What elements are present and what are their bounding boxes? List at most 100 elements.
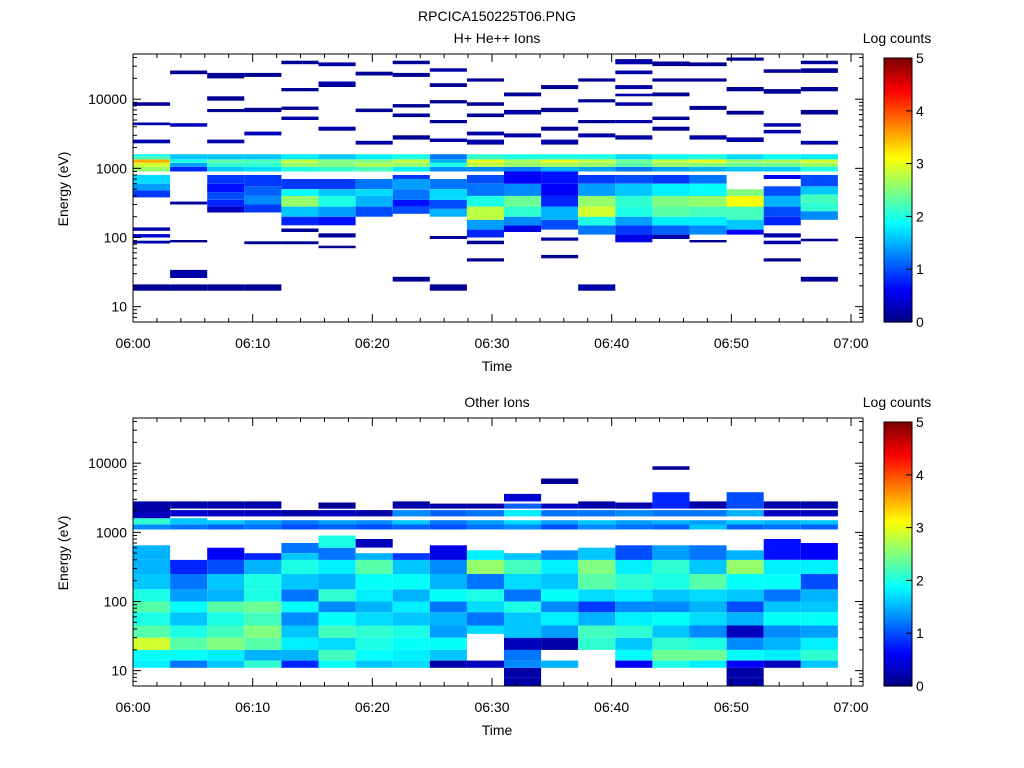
heatmap-cell [133,574,171,590]
heatmap-cell [133,518,171,525]
colorbar-band [884,684,912,687]
heatmap-cell [207,109,245,113]
colorbar-tick-label: 0 [916,678,924,694]
colorbar-band [884,592,912,595]
heatmap-cell [355,539,393,548]
heatmap-cell [689,625,727,638]
heatmap-cell [652,154,690,160]
heatmap-cell [207,520,245,525]
colorbar-frame [883,421,913,687]
x-axis-label: Time [482,358,513,374]
heatmap-cell [615,574,653,590]
heatmap-cell [170,589,208,602]
heatmap-cell [207,625,245,638]
heatmap-cell [133,649,171,661]
heatmap-cell [800,238,838,242]
heatmap-cell [207,139,245,144]
heatmap-cell [281,649,319,661]
heatmap-cell [726,601,764,613]
heatmap-cell [133,175,171,184]
heatmap-cell [392,589,430,602]
heatmap-cell [244,589,282,602]
heatmap-cell [392,175,430,179]
heatmap-cell [392,276,430,282]
heatmap-cell [355,612,393,626]
colorbar-band [884,80,912,83]
heatmap-cell [318,126,356,131]
heatmap-cell [281,553,319,560]
colorbar-band [884,186,912,189]
heatmap-cell [578,510,616,517]
heatmap-cell [763,637,801,650]
heatmap-cell [652,206,690,217]
colorbar-band [884,590,912,593]
colorbar-band [884,314,912,317]
heatmap-cell [429,159,467,163]
colorbar-band [884,436,912,439]
heatmap-cell [504,574,542,590]
colorbar-band [884,160,912,163]
heatmap-cell [541,159,579,163]
heatmap-cell [578,637,616,650]
colorbar-band [884,64,912,67]
colorbar-band [884,212,912,215]
heatmap-cell [392,625,430,638]
heatmap-cell [578,195,616,207]
colorbar-band [884,604,912,607]
heatmap-cell [170,574,208,590]
colorbar-band [884,192,912,195]
heatmap-cell [133,227,171,231]
panel-h-he-ions: H+ He++ Ions Log counts Energy (eV) Time… [55,30,931,374]
colorbar-band [884,558,912,561]
heatmap-cell [800,162,838,167]
colorbar-band [884,136,912,139]
colorbar-band [884,262,912,265]
heatmap-cell [429,138,467,142]
heatmap-cell [726,649,764,661]
heatmap-cell [652,195,690,207]
heatmap-cell [689,559,727,574]
heatmap-cell [355,206,393,217]
heatmap-cell [429,510,467,517]
heatmap-cell [689,175,727,184]
heatmap-cell [726,667,764,678]
colorbar-band [884,566,912,569]
heatmap-cell [355,71,393,76]
heatmap-cell [763,216,801,226]
colorbar-band [884,608,912,611]
colorbar-band [884,544,912,547]
colorbar-band [884,158,912,161]
heatmap-cell [763,166,801,172]
colorbar-band [884,456,912,459]
heatmap-cell [281,510,319,517]
colorbar-tick-label: 3 [916,520,924,536]
heatmap-cell [541,126,579,131]
colorbar-band [884,524,912,527]
heatmap-cell [133,234,171,238]
colorbar-band [884,280,912,283]
heatmap-cell [281,154,319,160]
heatmap-cell [504,159,542,163]
colorbar-band [884,98,912,101]
x-axis-label: Time [482,722,513,738]
colorbar-band [884,512,912,515]
heatmap-cell [392,524,430,530]
heatmap-cell [615,120,653,124]
heatmap-cell [207,206,245,213]
heatmap-cell [800,601,838,613]
heatmap-cell [392,501,430,509]
heatmap-cell [652,225,690,235]
heatmap-cell [615,159,653,163]
colorbar-band [884,546,912,549]
heatmap-cell [800,559,838,574]
colorbar-band [884,682,912,685]
heatmap-cell [615,175,653,184]
colorbar-band [884,106,912,109]
colorbar-band [884,66,912,69]
colorbar-band [884,454,912,457]
y-axis-label: Energy (eV) [55,152,71,227]
heatmap-cell [318,62,356,67]
colorbar-band [884,540,912,543]
heatmap-cell [763,195,801,207]
heatmap-cell [466,589,504,602]
